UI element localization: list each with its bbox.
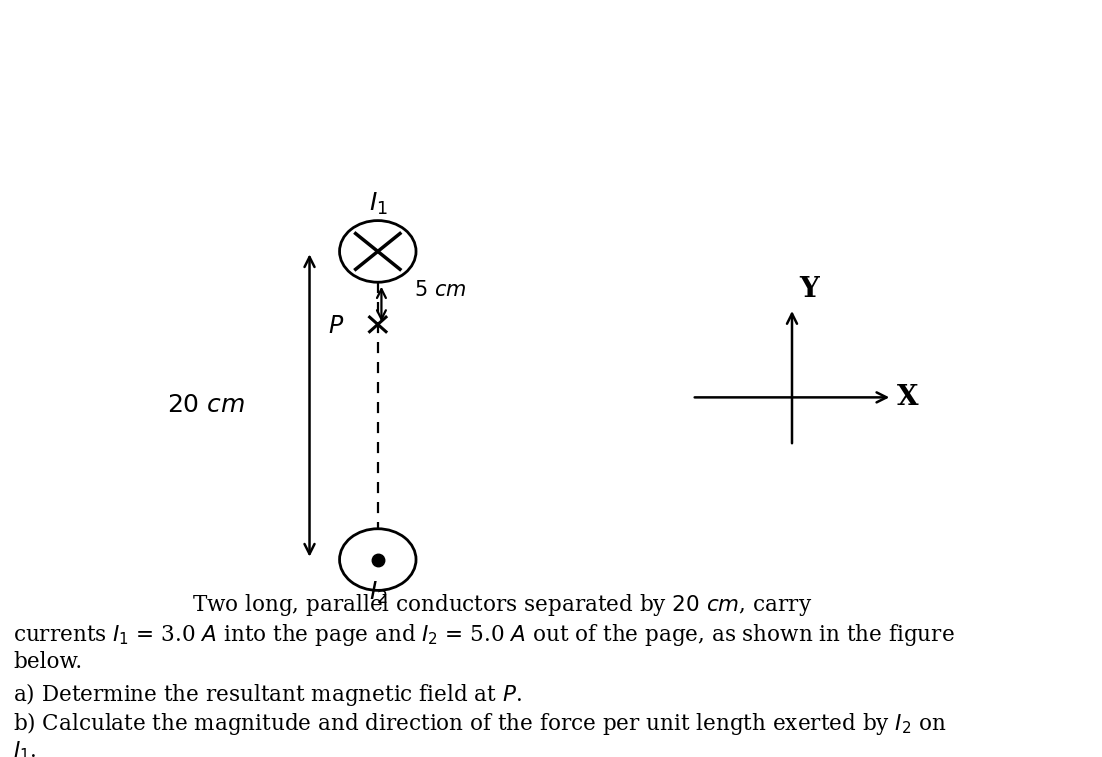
Text: Y: Y (799, 276, 819, 304)
Text: X: X (897, 384, 918, 411)
Text: a) Determine the resultant magnetic field at $P$.: a) Determine the resultant magnetic fiel… (13, 681, 522, 708)
Text: $I_1$.: $I_1$. (13, 740, 36, 757)
Text: currents $I_1$ = 3.0 $A$ into the page and $I_2$ = 5.0 $A$ out of the page, as s: currents $I_1$ = 3.0 $A$ into the page a… (13, 622, 954, 648)
Text: $I_1$: $I_1$ (369, 191, 388, 217)
Text: below.: below. (13, 651, 83, 674)
Text: b) Calculate the magnitude and direction of the force per unit length exerted by: b) Calculate the magnitude and direction… (13, 710, 947, 737)
Text: $I_2$: $I_2$ (369, 580, 388, 606)
Text: $5\ cm$: $5\ cm$ (414, 279, 466, 300)
Text: Two long, parallel conductors separated by $\mathit{20\ cm}$, carry: Two long, parallel conductors separated … (192, 593, 812, 618)
Text: $P$: $P$ (328, 314, 344, 338)
Text: $20\ cm$: $20\ cm$ (168, 394, 246, 417)
